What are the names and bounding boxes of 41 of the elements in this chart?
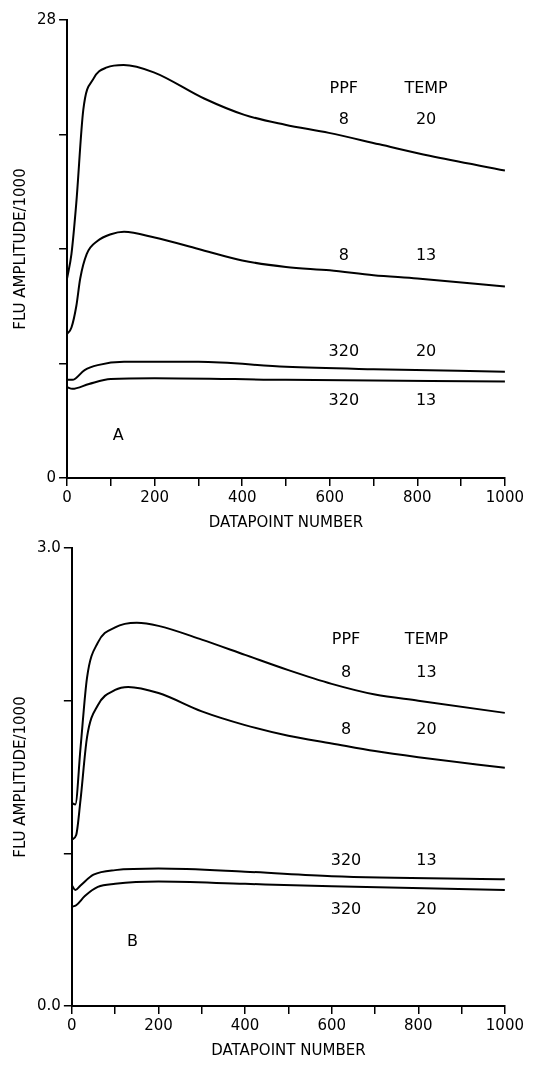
- y-axis-title: FLU AMPLITUDE/1000: [10, 168, 29, 330]
- annotation: 320: [330, 898, 362, 918]
- y-axis-title: FLU AMPLITUDE/1000: [10, 696, 29, 858]
- annotation: 20: [415, 109, 437, 128]
- x-axis-title: DATAPOINT NUMBER: [211, 1040, 366, 1059]
- annotation: 320: [328, 341, 360, 361]
- annotation: 320: [330, 849, 362, 869]
- annotation: 8: [340, 718, 352, 738]
- x-tick-label: 400: [227, 487, 257, 506]
- annotation: PPF: [329, 77, 359, 97]
- x-axis-title: DATAPOINT NUMBER: [208, 512, 364, 531]
- annotation: 8: [340, 662, 352, 682]
- annotation: TEMP: [403, 628, 449, 648]
- y-tick-label: 28: [36, 9, 57, 28]
- annotation: 13: [415, 244, 437, 264]
- annotation: 13: [415, 390, 437, 410]
- x-tick-label: 800: [403, 1015, 433, 1034]
- annotation: 320: [328, 390, 360, 410]
- x-tick-label: 200: [140, 487, 169, 506]
- y-tick-label: 3.0: [37, 537, 61, 556]
- annotation: 13: [416, 849, 437, 869]
- annotation: TEMP: [403, 77, 449, 97]
- annotation: 20: [416, 898, 437, 918]
- x-tick-label: 600: [315, 487, 345, 506]
- annotation: 13: [416, 662, 437, 682]
- x-tick-label: 0: [67, 1015, 77, 1034]
- annotation: PPF: [331, 628, 361, 648]
- x-tick-label: 800: [403, 487, 432, 506]
- x-tick-label: 1000: [485, 487, 525, 506]
- x-tick-label: 600: [317, 1015, 347, 1034]
- x-tick-label: 400: [230, 1015, 260, 1034]
- annotation: B: [126, 931, 138, 951]
- annotation: A: [112, 424, 124, 444]
- x-tick-label: 200: [144, 1015, 173, 1034]
- y-tick-label: 0.0: [37, 995, 61, 1014]
- annotation: 20: [415, 341, 437, 361]
- x-tick-label: 1000: [485, 1015, 525, 1034]
- annotation: 20: [416, 718, 437, 738]
- y-tick-label: 0: [46, 467, 57, 486]
- annotation: 8: [338, 109, 349, 128]
- annotation: 8: [338, 244, 349, 264]
